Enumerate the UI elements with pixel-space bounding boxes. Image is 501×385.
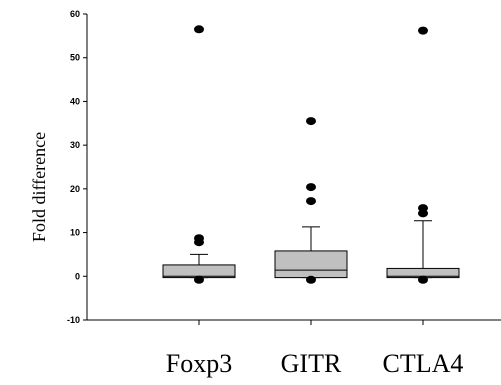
outlier-point-gitr xyxy=(306,275,316,284)
box-foxp3 xyxy=(162,264,236,279)
y-tick-label: 50 xyxy=(70,53,80,63)
y-tick-label: 40 xyxy=(70,96,80,106)
plot-area: -10 0 10 20 30 40 50 60 Foxp3 GITR CTLA4 xyxy=(67,9,501,378)
y-tick-label: -10 xyxy=(67,315,80,325)
outlier-point-ctla4 xyxy=(418,209,428,218)
outlier-point-foxp3 xyxy=(194,238,204,247)
y-tick-label: 60 xyxy=(70,9,80,19)
y-axis-title: Fold difference xyxy=(29,132,49,242)
outlier-point-ctla4 xyxy=(418,26,428,35)
outlier-point-foxp3 xyxy=(194,25,204,34)
outlier-point-foxp3 xyxy=(194,275,204,284)
y-tick-label: 10 xyxy=(70,228,80,238)
outlier-point-gitr xyxy=(306,117,316,126)
category-label-foxp3: Foxp3 xyxy=(166,349,232,378)
y-tick-label: 0 xyxy=(75,271,80,281)
y-tick-label: 20 xyxy=(70,184,80,194)
y-tick-label: 30 xyxy=(70,140,80,150)
box-gitr xyxy=(274,250,348,279)
outlier-point-gitr xyxy=(306,197,316,206)
category-label-ctla4: CTLA4 xyxy=(383,349,464,378)
outlier-point-ctla4 xyxy=(418,275,428,284)
category-label-gitr: GITR xyxy=(281,349,342,378)
outlier-point-gitr xyxy=(306,183,316,192)
